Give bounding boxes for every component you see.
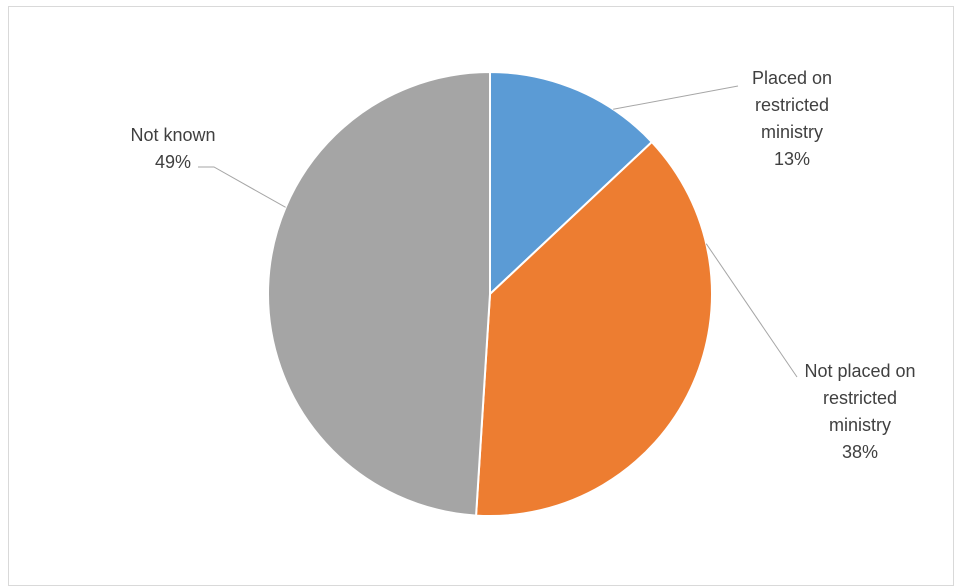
data-label-3: Not known 49% [130, 125, 215, 172]
pie-slice-1 [489, 70, 654, 297]
leader-lines [198, 85, 798, 378]
data-label-line: restricted [823, 388, 897, 408]
data-label-percent: 13% [774, 149, 810, 169]
leader-line-3 [198, 166, 286, 208]
pie-slice-2 [475, 140, 713, 517]
data-label-line: ministry [829, 415, 891, 435]
data-label-1: Placed on restricted ministry 13% [752, 68, 832, 169]
data-label-2: Not placed on restricted ministry 38% [804, 361, 915, 462]
data-labels: Placed on restricted ministry 13% Not placed… [130, 68, 915, 462]
data-label-line: Not known [130, 125, 215, 145]
leader-line-1 [613, 85, 739, 110]
data-label-percent: 38% [842, 442, 878, 462]
data-label-line: ministry [761, 122, 823, 142]
pie-slices [267, 70, 713, 517]
leader-line-2 [705, 243, 798, 378]
data-label-line: Not placed on [804, 361, 915, 381]
data-label-line: Placed on [752, 68, 832, 88]
data-label-percent: 49% [155, 152, 191, 172]
pie-slice-3 [267, 70, 491, 517]
data-label-line: restricted [755, 95, 829, 115]
